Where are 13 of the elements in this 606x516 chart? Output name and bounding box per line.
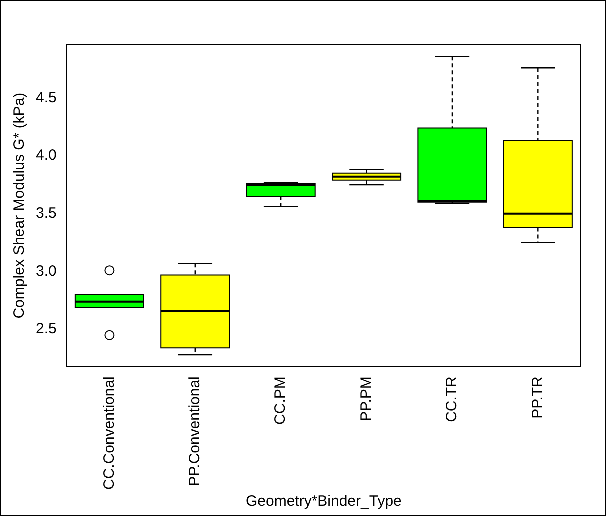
x-tick-label: PP.TR: [529, 376, 546, 419]
y-tick-label: 3.0: [36, 262, 57, 280]
y-tick-label: 4.0: [36, 147, 57, 164]
y-tick-label: 4.5: [36, 89, 57, 106]
x-tick-label: CC.TR: [444, 376, 461, 422]
x-tick-label: PP.PM: [358, 376, 375, 422]
x-axis-title: Geometry*Binder_Type: [246, 493, 402, 510]
y-tick-label: 3.5: [36, 205, 57, 222]
x-tick-label: PP.Conventional: [186, 376, 204, 486]
y-tick-label: 2.5: [36, 320, 57, 338]
y-axis-title: Complex Shear Modulus G* (kPa): [11, 92, 28, 319]
x-tick-label: CC.Conventional: [100, 376, 118, 490]
x-tick-label: CC.PM: [272, 376, 290, 425]
